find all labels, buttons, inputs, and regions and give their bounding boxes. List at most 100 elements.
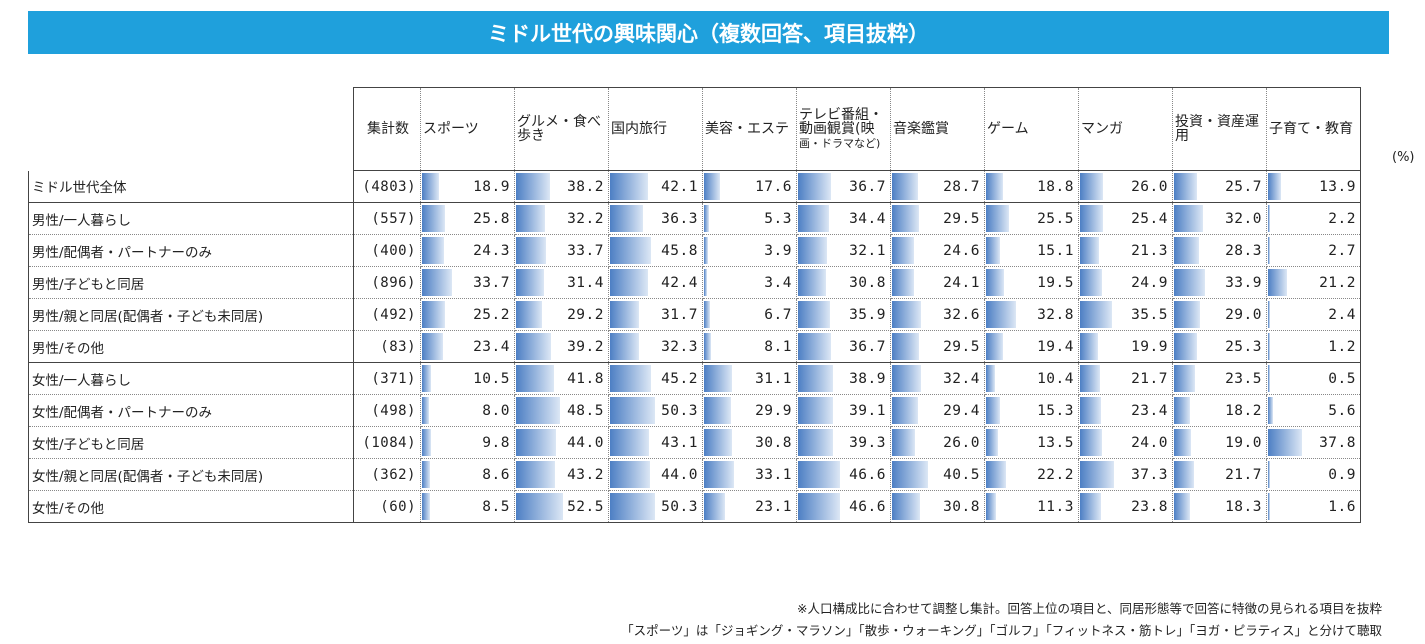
value-cell: 13.9 <box>1266 170 1361 203</box>
value-label: 13.9 <box>1319 178 1356 195</box>
value-cell: 15.3 <box>984 394 1079 427</box>
value-bar <box>516 173 551 200</box>
column-header: 子育て・教育 <box>1266 87 1361 171</box>
row-count: (83) <box>353 330 421 363</box>
table-row: 女性/その他 (60) 8.5 52.5 50.3 23.1 46.6 30.8 11.3 23.… <box>28 490 1361 523</box>
value-label: 19.5 <box>1037 274 1074 291</box>
value-bar <box>1268 205 1270 232</box>
value-bar <box>516 205 545 232</box>
value-label: 28.3 <box>1225 242 1262 259</box>
value-bar <box>892 493 920 520</box>
value-bar <box>704 269 708 296</box>
value-bar <box>986 205 1009 232</box>
value-bar <box>1268 429 1303 456</box>
value-cell: 0.9 <box>1266 458 1361 491</box>
value-bar <box>798 461 840 488</box>
value-label: 39.1 <box>849 402 886 419</box>
value-label: 10.4 <box>1037 370 1074 387</box>
value-cell: 40.5 <box>890 458 985 491</box>
value-bar <box>610 429 649 456</box>
value-label: 37.8 <box>1319 434 1356 451</box>
value-bar <box>892 269 914 296</box>
value-label: 23.5 <box>1225 370 1262 387</box>
column-header: 音楽鑑賞 <box>890 87 985 171</box>
value-cell: 35.5 <box>1078 298 1173 331</box>
value-bar <box>516 333 552 360</box>
value-label: 35.5 <box>1131 306 1168 323</box>
value-bar <box>892 461 929 488</box>
value-bar <box>1268 333 1270 360</box>
value-label: 33.7 <box>567 242 604 259</box>
value-label: 18.2 <box>1225 402 1262 419</box>
value-cell: 50.3 <box>608 394 703 427</box>
value-label: 13.5 <box>1037 434 1074 451</box>
value-bar <box>1174 237 1200 264</box>
value-bar <box>422 333 444 360</box>
value-cell: 41.8 <box>514 362 609 395</box>
value-label: 45.8 <box>661 242 698 259</box>
value-cell: 32.4 <box>890 362 985 395</box>
value-bar <box>798 365 833 392</box>
value-label: 8.0 <box>482 402 510 419</box>
value-label: 36.7 <box>849 338 886 355</box>
value-bar <box>892 237 915 264</box>
value-cell: 19.9 <box>1078 330 1173 363</box>
value-label: 5.6 <box>1328 402 1356 419</box>
value-label: 32.8 <box>1037 306 1074 323</box>
value-cell: 11.3 <box>984 490 1079 523</box>
value-bar <box>610 397 656 424</box>
value-bar <box>798 205 829 232</box>
value-label: 34.4 <box>849 210 886 227</box>
value-bar <box>986 173 1003 200</box>
value-bar <box>422 493 430 520</box>
value-cell: 2.2 <box>1266 202 1361 235</box>
value-bar <box>1268 365 1270 392</box>
column-header-sublabel: 画・ドラマなど) <box>799 137 881 150</box>
value-label: 19.4 <box>1037 338 1074 355</box>
table-row: 男性/その他 (83) 23.4 39.2 32.3 8.1 36.7 29.5 19.4 19.… <box>28 330 1361 363</box>
value-cell: 37.3 <box>1078 458 1173 491</box>
header-row: 集計数 スポーツ グルメ・食べ歩き 国内旅行 美容・エステ テレビ番組・動画観賞(映 画・… <box>29 87 1361 171</box>
value-bar <box>986 333 1004 360</box>
value-bar <box>610 205 643 232</box>
value-bar <box>986 237 1000 264</box>
value-bar <box>1080 301 1112 328</box>
row-label: 男性/一人暮らし <box>28 202 354 235</box>
column-header-label: テレビ番組・動画観賞(映 <box>799 107 883 137</box>
value-label: 29.4 <box>943 402 980 419</box>
value-bar <box>798 397 834 424</box>
value-cell: 21.2 <box>1266 266 1361 299</box>
column-header-label: 音楽鑑賞 <box>893 121 949 137</box>
value-label: 25.7 <box>1225 178 1262 195</box>
value-cell: 8.1 <box>702 330 797 363</box>
value-cell: 33.1 <box>702 458 797 491</box>
chart-title: ミドル世代の興味関心（複数回答、項目抜粋） <box>488 21 929 46</box>
value-cell: 1.6 <box>1266 490 1361 523</box>
value-cell: 24.1 <box>890 266 985 299</box>
value-label: 18.3 <box>1225 498 1262 515</box>
value-label: 31.7 <box>661 306 698 323</box>
value-label: 0.9 <box>1328 466 1356 483</box>
table-row: 女性/一人暮らし (371) 10.5 41.8 45.2 31.1 38.9 32.4 10.… <box>28 362 1361 395</box>
value-label: 48.5 <box>567 402 604 419</box>
value-label: 31.1 <box>755 370 792 387</box>
value-cell: 24.6 <box>890 234 985 267</box>
value-label: 32.6 <box>943 306 980 323</box>
value-cell: 50.3 <box>608 490 703 523</box>
value-bar <box>422 237 444 264</box>
data-table: 集計数 スポーツ グルメ・食べ歩き 国内旅行 美容・エステ テレビ番組・動画観賞(映 画・… <box>28 87 1361 523</box>
value-cell: 28.3 <box>1172 234 1267 267</box>
column-header-label: グルメ・食べ歩き <box>517 114 601 144</box>
row-label: 男性/その他 <box>28 330 354 363</box>
value-label: 36.7 <box>849 178 886 195</box>
value-label: 39.2 <box>567 338 604 355</box>
row-label: 女性/親と同居(配偶者・子ども未同居) <box>28 458 354 491</box>
value-label: 32.1 <box>849 242 886 259</box>
value-label: 29.9 <box>755 402 792 419</box>
value-bar <box>704 333 712 360</box>
value-label: 35.9 <box>849 306 886 323</box>
value-cell: 25.3 <box>1172 330 1267 363</box>
value-label: 5.3 <box>764 210 792 227</box>
value-label: 24.6 <box>943 242 980 259</box>
value-bar <box>1174 461 1194 488</box>
